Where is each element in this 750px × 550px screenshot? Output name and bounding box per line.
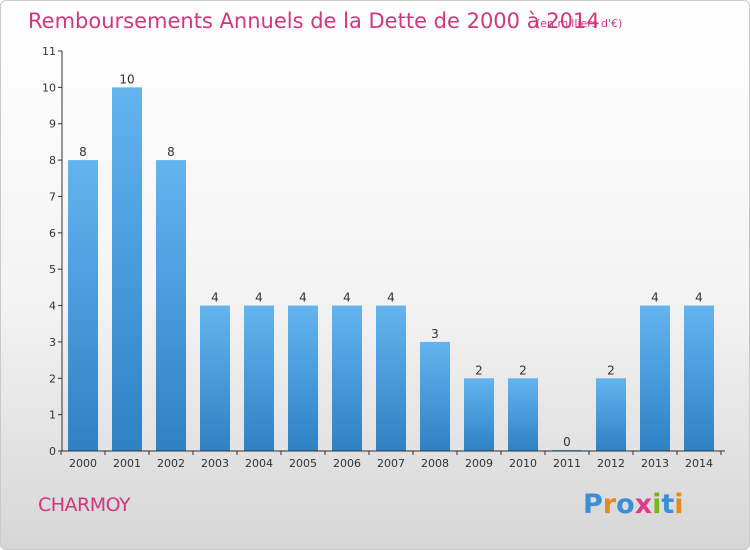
bar <box>508 378 538 451</box>
x-tick-label: 2008 <box>421 457 449 470</box>
bar-value-label: 10 <box>119 72 134 86</box>
y-tick-label: 4 <box>49 300 56 313</box>
bar <box>684 305 714 451</box>
x-tick-label: 2009 <box>465 457 493 470</box>
bar-value-label: 4 <box>695 291 703 305</box>
y-tick-label: 2 <box>49 372 56 385</box>
bar <box>464 378 494 451</box>
bar <box>596 378 626 451</box>
bar-value-label: 8 <box>167 145 175 159</box>
logo-letter: r <box>602 489 617 520</box>
bar <box>112 87 142 451</box>
chart-title: Remboursements Annuels de la Dette de 20… <box>28 9 600 33</box>
x-tick-label: 2006 <box>333 457 361 470</box>
bar <box>156 160 186 451</box>
y-tick-label: 6 <box>49 227 56 240</box>
bar <box>376 305 406 451</box>
x-tick-label: 2004 <box>245 457 273 470</box>
x-tick-label: 2014 <box>685 457 713 470</box>
bar <box>200 305 230 451</box>
bar-value-label: 8 <box>79 145 87 159</box>
y-tick-label: 3 <box>49 336 56 349</box>
y-tick-label: 0 <box>49 445 56 458</box>
y-tick-label: 1 <box>49 409 56 422</box>
bar <box>640 305 670 451</box>
bar <box>420 341 450 451</box>
bar-value-label: 0 <box>563 435 571 449</box>
logo-letter: t <box>661 489 675 520</box>
logo-letter: o <box>616 489 635 520</box>
bar-value-label: 4 <box>211 291 219 305</box>
x-tick-label: 2010 <box>509 457 537 470</box>
bar-value-label: 2 <box>607 363 615 377</box>
logo-letter: x <box>634 489 653 520</box>
bars-group: 8 10 8 4 4 4 4 4 3 2 2 0 2 4 4 <box>68 72 714 451</box>
x-tick-label: 2003 <box>201 457 229 470</box>
x-tick-label: 2011 <box>553 457 581 470</box>
x-tick-label: 2000 <box>69 457 97 470</box>
bar-value-label: 2 <box>475 363 483 377</box>
bar-value-label: 4 <box>255 291 263 305</box>
x-tick-label: 2002 <box>157 457 185 470</box>
x-tick-label: 2013 <box>641 457 669 470</box>
y-tick-label: 7 <box>49 190 56 203</box>
bar-value-label: 4 <box>651 291 659 305</box>
bar-value-label: 2 <box>519 363 527 377</box>
logo-letter: P <box>583 489 603 520</box>
bar-value-label: 4 <box>299 291 307 305</box>
y-tick-label: 11 <box>42 45 56 58</box>
x-tick-label: 2012 <box>597 457 625 470</box>
logo-letter: i <box>652 489 662 520</box>
logo-letter: i <box>674 489 684 520</box>
bar <box>288 305 318 451</box>
x-tick-label: 2005 <box>289 457 317 470</box>
y-tick-label: 5 <box>49 263 56 276</box>
bar <box>244 305 274 451</box>
bar <box>332 305 362 451</box>
bar-value-label: 4 <box>343 291 351 305</box>
y-tick-label: 8 <box>49 154 56 167</box>
bar-value-label: 3 <box>431 327 439 341</box>
commune-name: CHARMOY <box>38 494 131 516</box>
bar-value-label: 4 <box>387 291 395 305</box>
y-tick-label: 10 <box>42 81 56 94</box>
x-tick-label: 2001 <box>113 457 141 470</box>
proxiti-logo: Proxiti <box>583 489 684 520</box>
y-tick-label: 9 <box>49 118 56 131</box>
unit-note: (en milliers d'€) <box>536 17 623 30</box>
bar <box>68 160 98 451</box>
x-tick-label: 2007 <box>377 457 405 470</box>
